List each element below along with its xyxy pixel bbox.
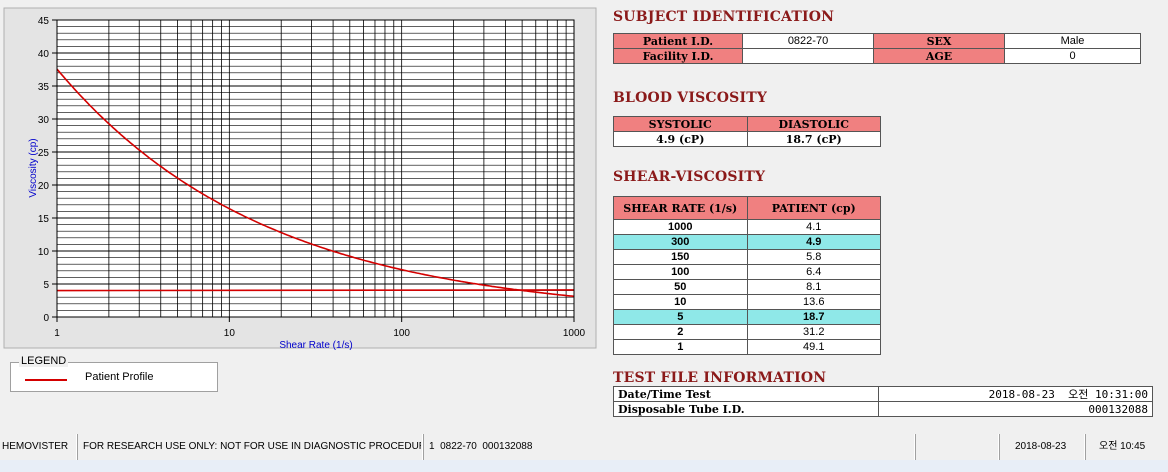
status-app-name: HEMOVISTER bbox=[2, 441, 69, 452]
y-tick-label: 25 bbox=[38, 148, 50, 159]
legend-item-label: Patient Profile bbox=[85, 371, 154, 383]
plot-area bbox=[57, 20, 574, 317]
legend-line-swatch bbox=[25, 379, 67, 381]
table-row: SHEAR RATE (1/s) PATIENT (cp) bbox=[613, 196, 881, 220]
patient-id-label: Patient I.D. bbox=[613, 33, 743, 49]
shear-rate-cell: 10 bbox=[613, 294, 748, 310]
table-row: Facility I.D. AGE 0 bbox=[613, 48, 1141, 64]
patient-cp-cell: 4.1 bbox=[746, 219, 881, 235]
y-tick-label: 45 bbox=[38, 16, 50, 27]
table-row: 1 49.1 bbox=[613, 339, 881, 355]
patient-cp-cell: 13.6 bbox=[746, 294, 881, 310]
status-time: 오전 10:45 bbox=[1084, 434, 1168, 460]
facility-id-label: Facility I.D. bbox=[613, 48, 743, 64]
shear-rate-cell: 5 bbox=[613, 309, 748, 325]
patient-cp-cell: 5.8 bbox=[746, 249, 881, 265]
shear-rate-cell: 100 bbox=[613, 264, 748, 280]
viscosity-table: SYSTOLIC DIASTOLIC 4.9 (cP) 18.7 (cP) bbox=[613, 116, 881, 147]
age-label: AGE bbox=[873, 48, 1005, 64]
sex-value: Male bbox=[1004, 33, 1141, 49]
y-tick-label: 40 bbox=[38, 49, 50, 60]
datetime-value: 2018-08-23 오전 10:31:00 bbox=[878, 386, 1153, 402]
table-row: SYSTOLIC DIASTOLIC bbox=[613, 116, 881, 132]
x-tick-label: 1 bbox=[54, 328, 60, 339]
tube-id-value: 000132088 bbox=[878, 401, 1153, 417]
testfile-table: Date/Time Test 2018-08-23 오전 10:31:00 Di… bbox=[613, 386, 1153, 417]
table-row: 100 6.4 bbox=[613, 264, 881, 280]
x-tick-label: 1000 bbox=[563, 328, 586, 339]
y-tick-label: 20 bbox=[38, 181, 50, 192]
status-notice: FOR RESEARCH USE ONLY: NOT FOR USE IN DI… bbox=[76, 434, 421, 460]
patient-cp-cell: 18.7 bbox=[746, 309, 881, 325]
table-row: Disposable Tube I.D. 000132088 bbox=[613, 401, 1153, 417]
patient-profile-curve bbox=[56, 68, 575, 298]
shear-rate-cell: 1 bbox=[613, 339, 748, 355]
chart-svg: 0 5 10 15 20 25 30 35 40 45 1 10 100 1000 Shear Rate … bbox=[0, 0, 600, 350]
table-row: 300 4.9 bbox=[613, 234, 881, 250]
age-value: 0 bbox=[1004, 48, 1141, 64]
diastolic-label: DIASTOLIC bbox=[746, 116, 881, 132]
subject-table: Patient I.D. 0822-70 SEX Male Facility I… bbox=[613, 33, 1141, 64]
viscosity-chart: 0 5 10 15 20 25 30 35 40 45 1 10 100 1000 Shear Rate … bbox=[0, 0, 600, 350]
systolic-value: 4.9 (cP) bbox=[613, 131, 748, 147]
table-row: 5 18.7 bbox=[613, 309, 881, 325]
status-date: 2018-08-23 bbox=[998, 434, 1093, 460]
table-row: 4.9 (cP) 18.7 (cP) bbox=[613, 131, 881, 147]
patient-cp-header: PATIENT (cp) bbox=[746, 196, 881, 220]
legend: LEGEND Patient Profile bbox=[10, 355, 218, 392]
sex-label: SEX bbox=[873, 33, 1005, 49]
patient-cp-cell: 49.1 bbox=[746, 339, 881, 355]
y-tick-label: 0 bbox=[43, 313, 49, 324]
y-tick-label: 5 bbox=[43, 280, 49, 291]
table-row: Date/Time Test 2018-08-23 오전 10:31:00 bbox=[613, 386, 1153, 402]
status-empty-panel bbox=[914, 434, 993, 460]
shear-rate-cell: 300 bbox=[613, 234, 748, 250]
status-bar: HEMOVISTER FOR RESEARCH USE ONLY: NOT FO… bbox=[0, 434, 1168, 460]
table-row: 50 8.1 bbox=[613, 279, 881, 295]
systolic-label: SYSTOLIC bbox=[613, 116, 748, 132]
shear-rate-cell: 2 bbox=[613, 324, 748, 340]
patient-cp-cell: 4.9 bbox=[746, 234, 881, 250]
shear-rate-cell: 50 bbox=[613, 279, 748, 295]
x-axis-label: Shear Rate (1/s) bbox=[279, 340, 352, 350]
table-row: Patient I.D. 0822-70 SEX Male bbox=[613, 33, 1141, 49]
diastolic-value: 18.7 (cP) bbox=[746, 131, 881, 147]
y-tick-label: 30 bbox=[38, 115, 50, 126]
legend-title: LEGEND bbox=[19, 355, 69, 367]
y-tick-label: 15 bbox=[38, 214, 50, 225]
y-tick-label: 35 bbox=[38, 82, 50, 93]
shear-rate-cell: 1000 bbox=[613, 219, 748, 235]
table-row: 10 13.6 bbox=[613, 294, 881, 310]
x-tick-label: 10 bbox=[224, 328, 236, 339]
patient-id-value: 0822-70 bbox=[742, 33, 874, 49]
facility-id-value bbox=[742, 48, 874, 64]
y-tick-label: 10 bbox=[38, 247, 50, 258]
datetime-label: Date/Time Test bbox=[613, 386, 879, 402]
shear-table: SHEAR RATE (1/s) PATIENT (cp) 1000 4.1 300… bbox=[613, 196, 881, 355]
shear-rate-header: SHEAR RATE (1/s) bbox=[613, 196, 748, 220]
patient-cp-cell: 8.1 bbox=[746, 279, 881, 295]
bottom-strip bbox=[0, 460, 1168, 472]
testfile-section-title: TEST FILE INFORMATION bbox=[613, 370, 827, 386]
tube-id-label: Disposable Tube I.D. bbox=[613, 401, 879, 417]
baseline-series-line bbox=[56, 289, 575, 292]
patient-cp-cell: 6.4 bbox=[746, 264, 881, 280]
table-row: 2 31.2 bbox=[613, 324, 881, 340]
plot-border bbox=[56, 19, 575, 318]
table-row: 150 5.8 bbox=[613, 249, 881, 265]
x-tick-label: 100 bbox=[393, 328, 410, 339]
shear-section-title: SHEAR-VISCOSITY bbox=[613, 169, 766, 185]
status-record: 1 0822-70 000132088 bbox=[422, 434, 915, 460]
viscosity-section-title: BLOOD VISCOSITY bbox=[613, 90, 768, 106]
table-row: 1000 4.1 bbox=[613, 219, 881, 235]
y-axis-label: Viscosity (cp) bbox=[28, 138, 39, 197]
patient-cp-cell: 31.2 bbox=[746, 324, 881, 340]
subject-section-title: SUBJECT IDENTIFICATION bbox=[613, 9, 835, 25]
shear-rate-cell: 150 bbox=[613, 249, 748, 265]
